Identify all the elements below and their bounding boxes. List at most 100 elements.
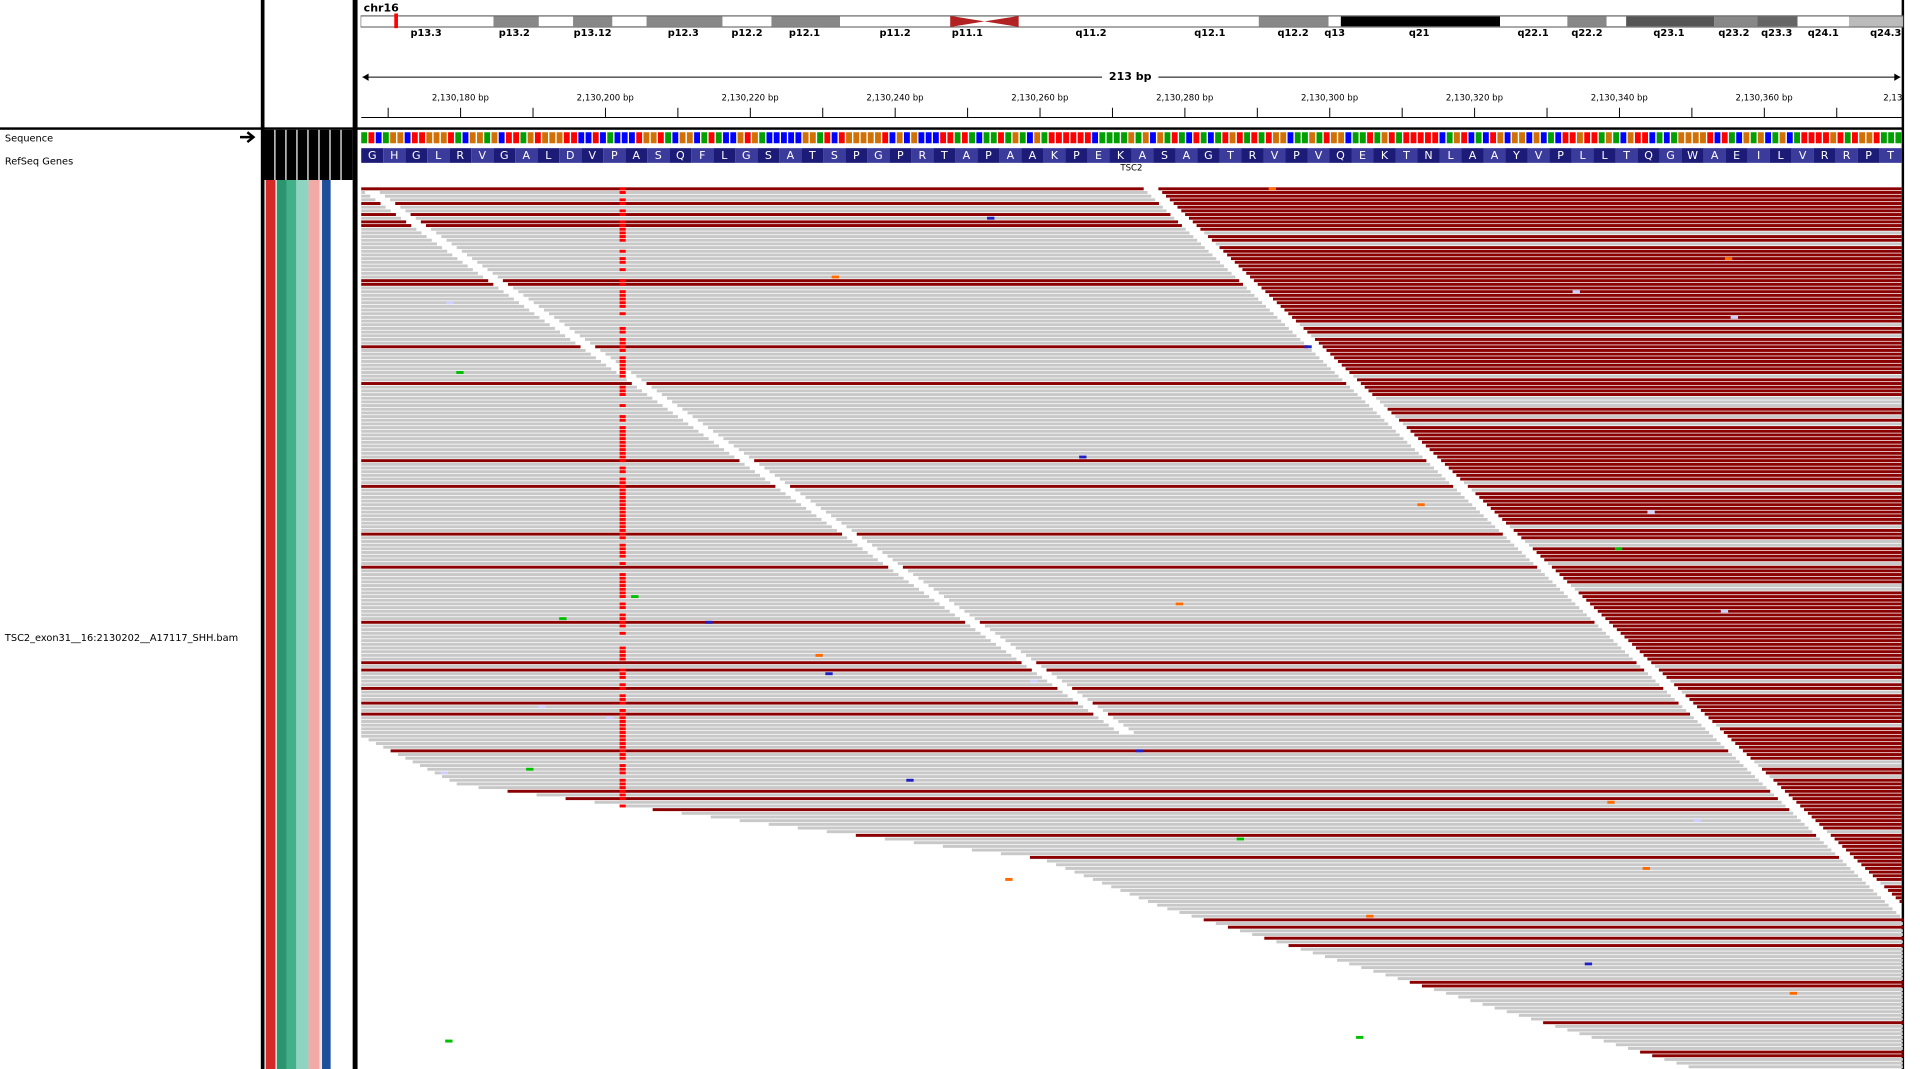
mismatch-base [619, 543, 626, 547]
read-mismatched [1861, 863, 1902, 867]
base [1388, 132, 1395, 144]
amino-acid-box [669, 148, 692, 163]
read-mismatched [1479, 495, 1902, 499]
base [744, 132, 751, 144]
read [1397, 977, 1903, 981]
base [462, 132, 469, 144]
read [1670, 679, 1902, 683]
mismatch-base [619, 767, 626, 771]
mismatch-base [619, 444, 626, 448]
base [665, 132, 672, 144]
read-mismatched [1173, 202, 1902, 205]
base [875, 132, 881, 144]
mismatch-base [619, 506, 626, 510]
base [1439, 132, 1446, 144]
read-mismatched [595, 345, 1308, 349]
read [361, 517, 822, 521]
read [1361, 966, 1903, 970]
read-mismatched [1559, 573, 1902, 577]
base [954, 132, 961, 144]
read-mismatched [1208, 235, 1902, 239]
mismatch-base [619, 723, 626, 727]
amino-acid-box [1021, 148, 1044, 163]
amino-acid: G [1666, 149, 1675, 162]
amino-acid-box [1329, 148, 1352, 163]
read-mismatched [1072, 686, 1664, 690]
amino-acid: P [1073, 149, 1080, 162]
amino-acid: R [1843, 149, 1851, 162]
amino-acid-box [889, 148, 912, 163]
mismatch-base [619, 686, 626, 690]
amino-acid-box [1593, 148, 1616, 163]
mismatch-base [619, 433, 626, 437]
read-mismatched [1613, 624, 1902, 628]
base [1866, 132, 1873, 144]
read [1826, 830, 1902, 834]
mismatch-base [619, 778, 626, 782]
amino-acid: V [478, 149, 486, 162]
read [615, 360, 1324, 363]
mismatch-base [1268, 187, 1276, 191]
read-mismatched [1846, 848, 1902, 852]
read [1102, 881, 1866, 885]
read-mismatched [1238, 264, 1902, 268]
base [1721, 132, 1728, 144]
read-mismatched [1188, 216, 1902, 220]
base [860, 132, 867, 144]
mismatch-base [619, 304, 626, 308]
track-name-sequence[interactable]: Sequence [5, 133, 53, 144]
read-mismatched [1410, 429, 1902, 433]
amino-acid-box [911, 148, 934, 163]
mismatch-base [619, 393, 626, 397]
read-mismatched [1257, 282, 1902, 286]
read [600, 348, 1312, 352]
read [1204, 231, 1902, 235]
base [1852, 132, 1858, 144]
base [657, 132, 664, 144]
base [1135, 132, 1142, 144]
amino-acid: V [1271, 149, 1279, 162]
mismatch-base [619, 279, 626, 283]
amino-acid: E [1359, 149, 1366, 162]
amino-acid-box [1175, 148, 1198, 163]
read [361, 385, 637, 389]
read-mismatched [1334, 356, 1902, 360]
track-name-refseq[interactable]: RefSeq Genes [5, 157, 73, 168]
read [1353, 374, 1902, 378]
mismatch-base [619, 631, 626, 635]
read [1591, 1035, 1903, 1039]
read [1056, 863, 1847, 867]
base [1461, 132, 1468, 144]
base [1280, 132, 1287, 144]
amino-acid-box [1461, 148, 1484, 163]
base [1562, 132, 1569, 144]
cytoband-label: q12.2 [1278, 28, 1309, 39]
base [650, 132, 657, 144]
base [679, 132, 686, 144]
read [656, 389, 1354, 393]
read [1664, 1057, 1903, 1061]
read [995, 631, 1606, 635]
base [1837, 132, 1844, 144]
read-mismatched [1652, 1054, 1903, 1058]
read-mismatched [1830, 833, 1902, 837]
mismatch-base [619, 312, 626, 316]
read-mismatched [1838, 841, 1902, 845]
mismatch-base [619, 499, 626, 503]
cytoband [722, 16, 772, 27]
read [743, 451, 1419, 455]
read [361, 235, 427, 239]
read-mismatched [1788, 793, 1902, 797]
read-mismatched [425, 224, 1182, 228]
mismatch-base [831, 275, 840, 279]
read [361, 444, 719, 448]
read [943, 595, 1568, 599]
read [1138, 896, 1882, 900]
read [361, 473, 761, 477]
track-name-alignment[interactable]: TSC2_exon31__16:2130202__A17117_SHH.bam [4, 633, 238, 644]
read [361, 510, 812, 514]
cytoband-label: q22.2 [1571, 28, 1602, 39]
strand-arrow[interactable] [240, 131, 256, 143]
read [841, 521, 1492, 525]
amino-acid-box [1065, 148, 1088, 163]
